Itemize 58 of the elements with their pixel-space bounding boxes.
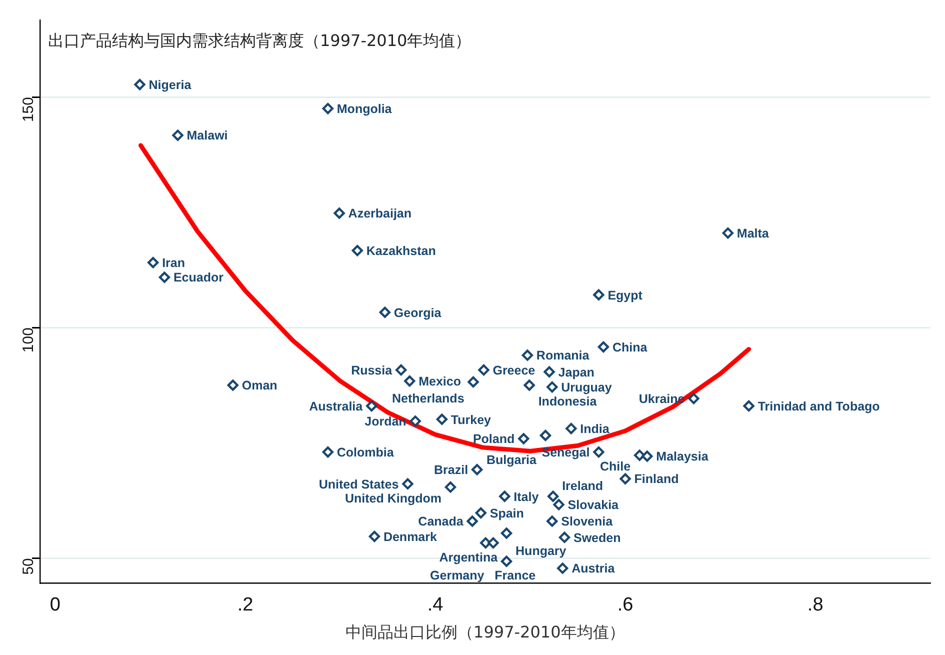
- annotation: Malawi: [186, 128, 228, 143]
- x-tick-label: .4: [427, 594, 444, 616]
- annotation: Nigeria: [148, 78, 192, 92]
- y-tick-label: 100: [20, 328, 38, 353]
- annotation: Sweden: [573, 530, 621, 545]
- annotation: Iran: [162, 256, 186, 270]
- annotation: Australia: [309, 399, 364, 414]
- annotation: Netherlands: [392, 391, 464, 406]
- y-tick-label: 50: [20, 558, 38, 575]
- x-tick-label: 0: [50, 594, 60, 616]
- annotation: Slovakia: [568, 498, 620, 512]
- annotation: Spain: [490, 506, 524, 520]
- annotation: Senegal: [542, 446, 590, 460]
- annotation: Italy: [514, 490, 539, 504]
- annotation: United States: [318, 477, 399, 492]
- y-tick-label: 150: [20, 97, 38, 122]
- annotation: Germany: [430, 568, 484, 582]
- annotation: Austria: [572, 562, 616, 576]
- annotation: Hungary: [516, 544, 566, 558]
- annotation: Malaysia: [656, 450, 710, 464]
- annotation: Bulgaria: [486, 452, 538, 467]
- annotation: Japan: [558, 365, 594, 380]
- annotation: Argentina: [439, 550, 499, 565]
- annotation: Colombia: [336, 446, 395, 460]
- annotation: Canada: [418, 514, 464, 529]
- text: 出口产品结构与国内需求结构背离度（1997-2010年均值）: [48, 31, 472, 50]
- annotation: Malta: [736, 226, 770, 240]
- annotation: Egypt: [608, 288, 644, 302]
- annotation: Ecuador: [173, 270, 224, 285]
- annotation: Brazil: [434, 463, 468, 478]
- annotation: Poland: [472, 432, 515, 446]
- annotation: United Kingdom: [344, 492, 442, 506]
- annotation: Chile: [600, 460, 631, 474]
- annotation: Denmark: [383, 530, 437, 544]
- annotation: Slovenia: [561, 514, 614, 529]
- annotation: Finland: [634, 472, 679, 486]
- annotation: Romania: [536, 348, 590, 363]
- annotation: China: [612, 340, 648, 354]
- annotation: Indonesia: [538, 394, 598, 409]
- annotation: Mongolia: [336, 102, 393, 116]
- annotation: Turkey: [450, 412, 492, 427]
- annotation: France: [494, 568, 536, 582]
- x-tick-label: .6: [617, 594, 634, 616]
- annotation: Russia: [351, 363, 394, 378]
- annotation: Greece: [492, 363, 536, 378]
- annotation: Trinidad and Tobago: [758, 399, 880, 414]
- x-axis-title: 中间品出口比例（1997-2010年均值）: [346, 622, 625, 642]
- annotation: Oman: [242, 378, 278, 393]
- annotation: Mexico: [418, 374, 462, 388]
- annotation: Jordan: [364, 414, 406, 429]
- x-tick-label: .2: [237, 594, 254, 616]
- x-tick-label: .8: [807, 594, 824, 616]
- annotation: India: [580, 422, 610, 436]
- annotation: Ireland: [562, 478, 604, 493]
- annotation: Kazakhstan: [366, 244, 436, 258]
- annotation: Georgia: [394, 306, 442, 320]
- annotation: Uruguay: [561, 380, 612, 394]
- annotation: Azerbaijan: [348, 206, 412, 221]
